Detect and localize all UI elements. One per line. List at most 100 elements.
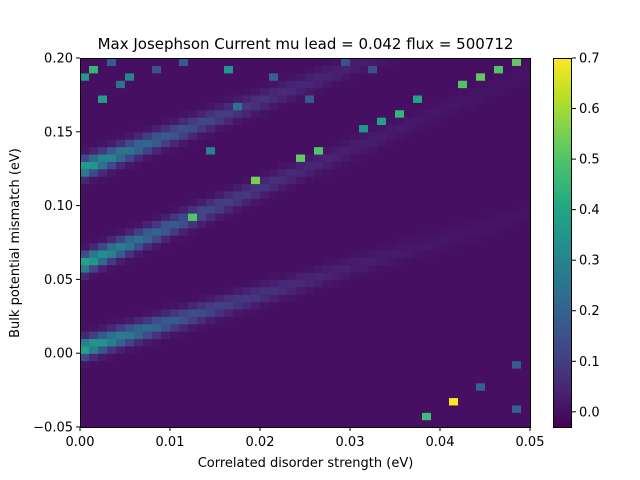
heatmap-cell xyxy=(494,220,504,229)
heatmap-cell xyxy=(413,168,423,177)
heatmap-cell xyxy=(314,360,324,369)
heatmap-cell xyxy=(341,390,351,399)
heatmap-cell xyxy=(368,272,378,280)
heatmap-cell xyxy=(413,72,423,81)
heatmap-cell xyxy=(422,412,432,421)
heatmap-cell xyxy=(350,316,360,325)
heatmap-cell xyxy=(134,294,144,303)
heatmap-cell xyxy=(359,301,369,310)
heatmap-cell xyxy=(305,235,315,244)
heatmap-cell xyxy=(395,294,405,303)
heatmap-cell xyxy=(206,412,216,421)
heatmap-cell xyxy=(116,264,126,273)
heatmap-cell xyxy=(215,323,225,332)
heatmap-cell xyxy=(332,72,342,81)
heatmap-cell xyxy=(413,338,423,347)
heatmap-cell xyxy=(80,286,90,295)
heatmap-cell xyxy=(134,404,144,413)
heatmap-cell xyxy=(188,65,198,74)
heatmap-cell xyxy=(233,390,243,399)
heatmap-cell xyxy=(80,190,90,199)
heatmap-cell xyxy=(413,117,423,126)
heatmap-cell xyxy=(197,190,207,199)
heatmap-cell xyxy=(386,146,396,155)
heatmap-cell xyxy=(395,242,405,251)
heatmap-cell xyxy=(287,286,297,295)
heatmap-cell xyxy=(395,124,405,133)
heatmap-cell xyxy=(107,331,117,340)
heatmap-cell xyxy=(332,264,342,273)
heatmap-cell xyxy=(377,117,387,126)
heatmap-cell xyxy=(170,360,180,369)
heatmap-cell xyxy=(98,161,108,170)
heatmap-cell xyxy=(476,235,486,244)
heatmap-cell xyxy=(332,419,342,428)
heatmap-cell xyxy=(224,124,234,133)
heatmap-cell xyxy=(503,65,513,74)
heatmap-cell xyxy=(404,294,414,303)
heatmap-cell xyxy=(431,117,441,126)
heatmap-cell xyxy=(440,338,450,347)
heatmap-cell xyxy=(458,301,468,310)
heatmap-cell xyxy=(431,404,441,413)
heatmap-cell xyxy=(521,161,531,170)
heatmap-cell xyxy=(476,131,486,140)
heatmap-cell xyxy=(125,331,135,340)
heatmap-cell xyxy=(197,308,207,317)
heatmap-cell xyxy=(170,294,180,303)
heatmap-cell xyxy=(80,397,90,406)
heatmap-cell xyxy=(116,65,126,74)
heatmap-cell xyxy=(242,404,252,413)
heatmap-cell xyxy=(314,65,324,74)
heatmap-cell xyxy=(143,235,153,244)
heatmap-cell xyxy=(80,412,90,421)
heatmap-cell xyxy=(152,397,162,406)
heatmap-cell xyxy=(332,176,342,185)
heatmap-cell xyxy=(260,146,270,155)
heatmap-cell xyxy=(98,198,108,207)
heatmap-cell xyxy=(512,139,522,148)
heatmap-cell xyxy=(494,279,504,288)
heatmap-cell xyxy=(503,242,513,251)
heatmap-cell xyxy=(251,94,261,103)
heatmap-cell xyxy=(224,58,234,66)
heatmap-cell xyxy=(359,360,369,369)
heatmap-cell xyxy=(116,279,126,288)
heatmap-cell xyxy=(152,227,162,236)
heatmap-cell xyxy=(341,301,351,310)
heatmap-cell xyxy=(404,345,414,354)
heatmap-cell xyxy=(206,382,216,391)
heatmap-cell xyxy=(341,87,351,96)
heatmap-cell xyxy=(323,419,333,428)
heatmap-cell xyxy=(242,58,252,66)
heatmap-cell xyxy=(296,227,306,236)
heatmap-cell xyxy=(233,117,243,126)
heatmap-cell xyxy=(323,198,333,207)
heatmap-cell xyxy=(368,390,378,399)
heatmap-cell xyxy=(332,102,342,111)
heatmap-cell xyxy=(494,235,504,244)
heatmap-cell xyxy=(467,190,477,199)
heatmap-cell xyxy=(188,294,198,303)
heatmap-cell xyxy=(89,249,99,258)
heatmap-cell xyxy=(377,331,387,340)
heatmap-cell xyxy=(377,146,387,155)
heatmap-cell xyxy=(197,58,207,66)
heatmap-cell xyxy=(89,212,99,221)
heatmap-cell xyxy=(125,102,135,111)
heatmap-cell xyxy=(98,316,108,325)
heatmap-cell xyxy=(485,161,495,170)
heatmap-cell xyxy=(485,168,495,177)
heatmap-cell xyxy=(260,286,270,295)
heatmap-cell xyxy=(440,272,450,280)
heatmap-cell xyxy=(188,331,198,340)
heatmap-cell xyxy=(215,360,225,369)
heatmap-cell xyxy=(431,139,441,148)
heatmap-cell xyxy=(125,382,135,391)
heatmap-cell xyxy=(170,242,180,251)
heatmap-cell xyxy=(422,153,432,162)
heatmap-cell xyxy=(215,331,225,340)
heatmap-cell xyxy=(341,80,351,89)
heatmap-cell xyxy=(512,153,522,162)
heatmap-cell xyxy=(242,412,252,421)
